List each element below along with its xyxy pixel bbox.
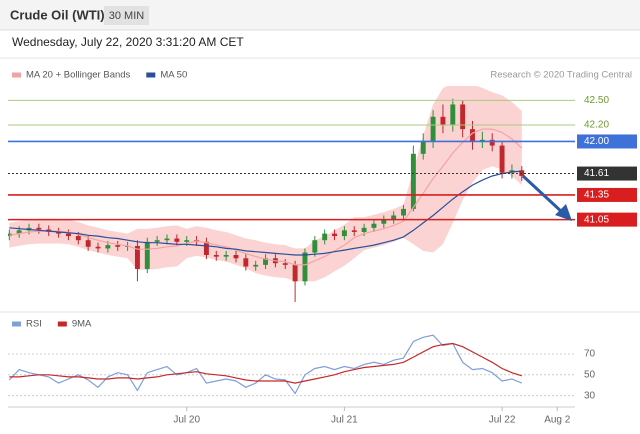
- candle-body: [134, 245, 140, 269]
- candle-body: [184, 240, 190, 242]
- y-tick-label: 30: [584, 390, 596, 401]
- level-label: 41.61: [584, 168, 609, 179]
- y-tick-label: 50: [584, 369, 596, 380]
- candle-body: [479, 139, 485, 142]
- legend-swatch: [12, 72, 21, 78]
- candle-body: [253, 264, 259, 267]
- legend-swatch: [57, 321, 67, 327]
- candle-body: [371, 223, 377, 228]
- candle-body: [302, 252, 308, 282]
- source: Research © 2020 Trading Central: [490, 70, 632, 81]
- x-tick-label: Aug 2: [544, 415, 571, 426]
- series-line: [9, 128, 523, 266]
- level-tag: [577, 134, 637, 149]
- candle-body: [361, 227, 367, 232]
- arrow-head: [555, 204, 572, 221]
- candle-body: [213, 254, 219, 257]
- bollinger-band: [9, 86, 522, 282]
- candle-body: [282, 263, 288, 265]
- candle-body: [332, 233, 337, 237]
- candle-body: [115, 245, 121, 247]
- candle-body: [312, 240, 318, 253]
- series-line: [9, 342, 522, 384]
- candle-body: [223, 254, 229, 257]
- y-tick-label: 70: [584, 349, 596, 360]
- candle-body: [203, 241, 209, 255]
- arrow-shaft: [521, 174, 565, 215]
- x-tick-label: Jul 22: [489, 415, 516, 426]
- instrument-title: Crude Oil (WTI): [10, 7, 105, 22]
- candle-body: [75, 236, 81, 241]
- x-tick-label: Jul 20: [173, 415, 200, 426]
- level-tag: [577, 166, 637, 181]
- level-label: 42.50: [584, 95, 609, 106]
- candle-body: [144, 241, 150, 269]
- candle-body: [164, 238, 170, 241]
- legend-label: MA 20 + Bollinger Bands: [26, 70, 131, 81]
- series-line: [8, 334, 523, 395]
- plot-area: [8, 86, 525, 302]
- level-label: 42.20: [584, 120, 609, 131]
- candle-body: [56, 231, 62, 234]
- candle-body: [16, 230, 22, 234]
- level-tag: [577, 187, 637, 202]
- x-tick-label: Jul 21: [331, 415, 358, 426]
- candle-body: [470, 129, 475, 142]
- candle-body: [460, 104, 466, 130]
- candle-body: [401, 208, 406, 216]
- candle-body: [351, 230, 357, 232]
- level-label: 41.35: [584, 190, 609, 201]
- candle-body: [341, 230, 347, 237]
- legend-label: MA 50: [160, 70, 187, 81]
- timestamp: Wednesday, July 22, 2020 3:31:20 AM CET: [12, 35, 244, 49]
- candle-body: [489, 139, 495, 146]
- candle-body: [450, 104, 456, 126]
- interval-badge: [104, 6, 149, 25]
- plot-area: [8, 334, 523, 395]
- candle-body: [410, 153, 416, 209]
- candle-body: [420, 141, 426, 154]
- candle-body: [381, 219, 387, 224]
- level-label: 41.05: [584, 214, 609, 225]
- candle-body: [154, 240, 160, 242]
- candle-body: [105, 245, 111, 249]
- candle-body: [391, 215, 397, 220]
- candle-body: [65, 233, 71, 237]
- legend-label: 9MA: [72, 319, 92, 330]
- candle-body: [322, 233, 328, 241]
- level-label: 42.00: [584, 136, 609, 147]
- candle-body: [243, 258, 249, 267]
- candle-body: [263, 258, 269, 265]
- candle-body: [499, 145, 505, 173]
- candle-body: [233, 254, 239, 259]
- series-line: [9, 170, 522, 256]
- forecast-arrow: [521, 174, 572, 221]
- candle-body: [85, 240, 91, 247]
- level-tag: [577, 212, 637, 227]
- candle-body: [430, 116, 436, 142]
- interval-label: 30 MIN: [109, 10, 145, 22]
- legend-label: RSI: [26, 319, 42, 330]
- legend-swatch: [146, 72, 156, 78]
- candle-body: [36, 227, 42, 230]
- candle-body: [95, 246, 101, 249]
- candle-body: [440, 116, 446, 126]
- candle-body: [174, 238, 180, 242]
- legend-swatch: [12, 321, 21, 327]
- candle-body: [292, 264, 298, 282]
